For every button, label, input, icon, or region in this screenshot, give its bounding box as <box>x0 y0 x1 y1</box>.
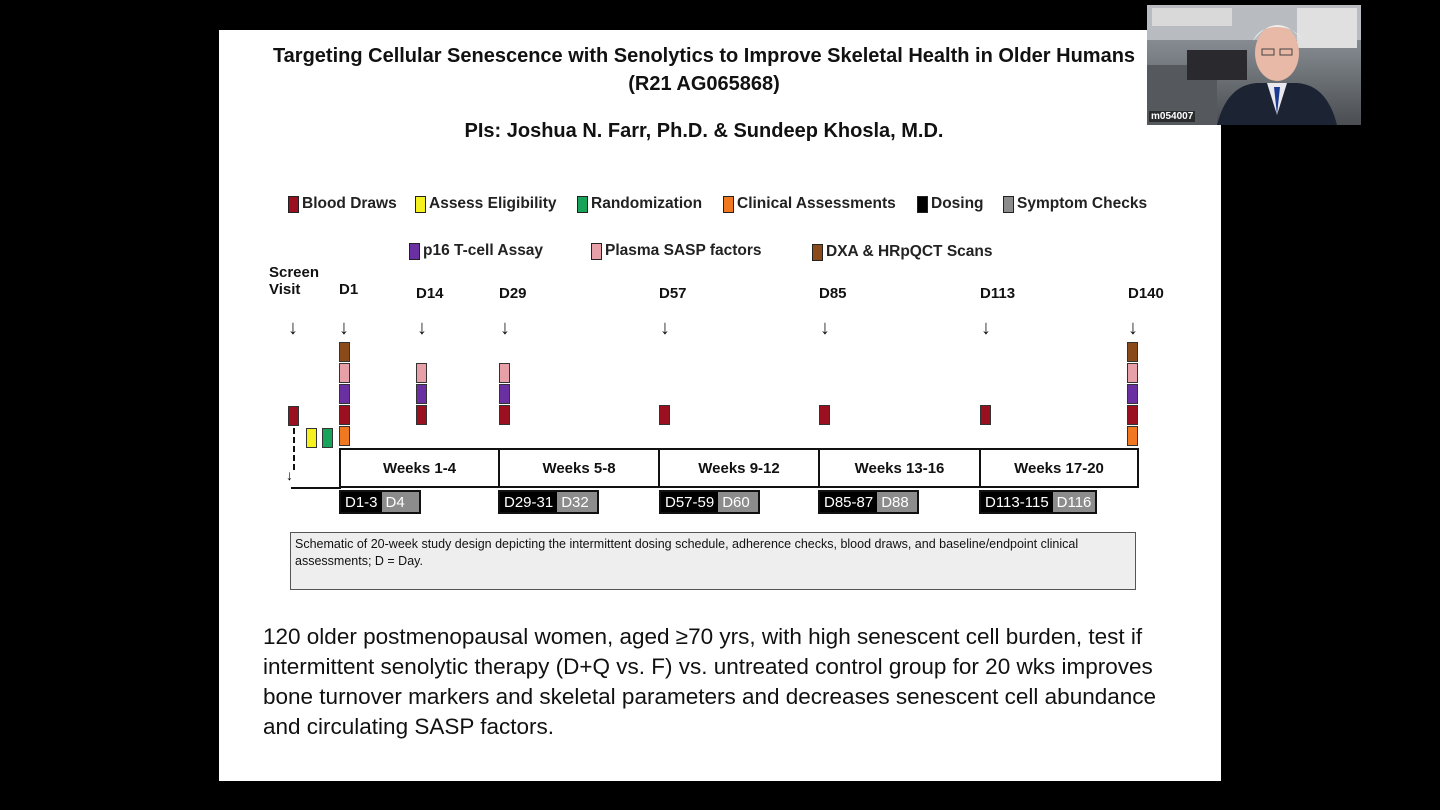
block-plasma-sasp <box>1127 363 1138 383</box>
block-clinical-assessment <box>339 426 350 446</box>
dashed-connector <box>293 428 295 470</box>
legend-label: Plasma SASP factors <box>605 242 762 259</box>
block-blood-draw <box>819 405 830 425</box>
block-p16-assay <box>416 384 427 404</box>
down-arrow-icon: ↓ <box>981 317 991 339</box>
block-clinical-assessment <box>1127 426 1138 446</box>
block-blood-draw <box>980 405 991 425</box>
dosing-period: D113-115 D116 <box>979 490 1098 514</box>
weeks-box: Weeks 5-8 <box>498 448 660 488</box>
down-arrow-icon: ↓ <box>500 317 510 339</box>
legend-item-assess-eligibility: Assess Eligibility <box>415 195 557 213</box>
study-description: 120 older postmenopausal women, aged ≥70… <box>263 624 1157 739</box>
legend-swatch <box>415 195 426 213</box>
dosing-period: D85-87 D88 <box>818 490 919 514</box>
legend-item-blood-draws: Blood Draws <box>288 195 397 213</box>
day-label-d14: D14 <box>416 285 444 302</box>
slide: Targeting Cellular Senescence with Senol… <box>219 30 1221 781</box>
presenter-video-icon <box>1147 5 1361 125</box>
dosing-period: D29-31 D32 <box>498 490 599 514</box>
legend-item-symptom-checks: Symptom Checks <box>1003 195 1147 213</box>
legend-swatch <box>917 195 928 213</box>
block-blood-draw <box>499 405 510 425</box>
dosing-days: D113-115 <box>981 492 1053 512</box>
legend-label: Clinical Assessments <box>737 195 896 212</box>
timeline-baseline <box>291 487 341 489</box>
symptom-check-day: D4 <box>381 492 419 512</box>
weeks-box: Weeks 13-16 <box>818 448 981 488</box>
block-blood-draw <box>1127 405 1138 425</box>
block-p16-assay <box>1127 384 1138 404</box>
legend-swatch <box>577 195 588 213</box>
legend-label: Randomization <box>591 195 703 212</box>
principal-investigators: PIs: Joshua N. Farr, Ph.D. & Sundeep Kho… <box>464 120 944 142</box>
weeks-box: Weeks 9-12 <box>658 448 820 488</box>
symptom-check-day: D88 <box>877 492 917 512</box>
legend-swatch <box>591 242 602 260</box>
block-plasma-sasp <box>339 363 350 383</box>
legend-item-plasma-sasp: Plasma SASP factors <box>591 242 762 260</box>
block-p16-assay <box>499 384 510 404</box>
day-label-d113: D113 <box>980 285 1016 302</box>
participant-name-label: m054007 <box>1149 111 1196 122</box>
day-label-d1: D1 <box>339 281 359 298</box>
day-label-d140: D140 <box>1128 285 1164 302</box>
block-blood-draw <box>659 405 670 425</box>
legend-label: Blood Draws <box>302 195 397 212</box>
weeks-box: Weeks 17-20 <box>979 448 1139 488</box>
down-arrow-icon: ↓ <box>417 317 427 339</box>
down-arrow-icon: ↓ <box>1128 317 1138 339</box>
block-dxa-scan <box>339 342 350 362</box>
legend-swatch <box>723 195 734 213</box>
legend-item-clinical-assessments: Clinical Assessments <box>723 195 896 213</box>
legend-item-dosing: Dosing <box>917 195 984 213</box>
legend-label: Assess Eligibility <box>429 195 557 212</box>
figure-caption: Schematic of 20-week study design depict… <box>290 532 1136 590</box>
dosing-days: D57-59 <box>661 492 719 512</box>
weeks-box: Weeks 1-4 <box>339 448 500 488</box>
block-plasma-sasp <box>499 363 510 383</box>
down-arrow-icon: ↓ <box>286 467 293 483</box>
screen-visit-label: Screen Visit <box>269 264 320 298</box>
block-randomization <box>322 428 333 448</box>
slide-title: Targeting Cellular Senescence with Senol… <box>272 45 1136 95</box>
legend-swatch <box>409 242 420 260</box>
dosing-period: D1-3 D4 <box>339 490 421 514</box>
block-blood-draw <box>416 405 427 425</box>
dosing-days: D29-31 <box>500 492 558 512</box>
down-arrow-icon: ↓ <box>820 317 830 339</box>
legend-swatch <box>812 243 823 261</box>
symptom-check-day: D60 <box>718 492 758 512</box>
down-arrow-icon: ↓ <box>339 317 349 339</box>
block-dxa-scan <box>1127 342 1138 362</box>
day-label-d29: D29 <box>499 285 527 302</box>
dosing-days: D1-3 <box>341 492 382 512</box>
symptom-check-day: D32 <box>557 492 597 512</box>
block-blood-draw <box>288 406 299 426</box>
legend-item-p16-assay: p16 T-cell Assay <box>409 242 543 260</box>
legend-swatch <box>288 195 299 213</box>
legend-item-dxa-scans: DXA & HRpQCT Scans <box>812 243 993 261</box>
legend-label: Symptom Checks <box>1017 195 1148 212</box>
legend-label: Dosing <box>931 195 984 212</box>
legend-label: p16 T-cell Assay <box>423 242 544 259</box>
legend-label: DXA & HRpQCT Scans <box>826 243 993 260</box>
day-label-d85: D85 <box>819 285 847 302</box>
down-arrow-icon: ↓ <box>288 317 298 339</box>
dosing-period: D57-59 D60 <box>659 490 760 514</box>
down-arrow-icon: ↓ <box>660 317 670 339</box>
block-blood-draw <box>339 405 350 425</box>
block-assess-eligibility <box>306 428 317 448</box>
webcam-video: m054007 <box>1147 5 1361 125</box>
block-p16-assay <box>339 384 350 404</box>
legend-swatch <box>1003 195 1014 213</box>
dosing-days: D85-87 <box>820 492 878 512</box>
symptom-check-day: D116 <box>1052 492 1096 512</box>
day-label-d57: D57 <box>659 285 687 302</box>
block-plasma-sasp <box>416 363 427 383</box>
legend-item-randomization: Randomization <box>577 195 702 213</box>
